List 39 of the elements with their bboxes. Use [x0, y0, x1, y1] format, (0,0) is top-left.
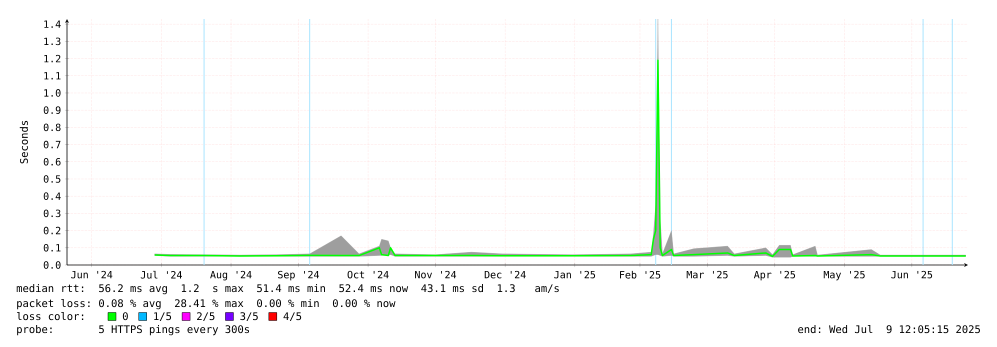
legend-label: 0 — [122, 312, 128, 320]
legend-title: loss color: — [17, 312, 84, 320]
y-tick-label: 0.7 — [44, 140, 60, 148]
y-tick-label: 0.6 — [44, 158, 61, 166]
y-tick-label: 0.8 — [44, 124, 61, 132]
legend-label: 1/5 — [154, 312, 172, 321]
y-tick-label: 0.3 — [44, 210, 60, 218]
x-tick-label: Mar '25 — [686, 270, 728, 278]
x-tick-label: Feb '25 — [620, 270, 660, 279]
y-tick-label: 0.1 — [44, 244, 61, 252]
text: median rtt: 56.2 ms avg 1.2 s max 51.4 ms min 52.4 ms now 43.1 ms sd 1.3 am/s — [16, 284, 559, 294]
x-tick-label: Aug '24 — [210, 270, 252, 280]
y-tick-label: 0.5 — [44, 175, 60, 183]
text: probe: 5 HTTPS pings every 300s — [17, 325, 250, 336]
x-tick-label: Nov '24 — [415, 270, 456, 278]
x-tick-label: Sep '24 — [278, 270, 320, 280]
y-tick-label: 1.2 — [44, 54, 60, 62]
y-tick-label: 1.0 — [44, 89, 61, 97]
y-tick-label: 0.4 — [44, 192, 61, 200]
x-tick-label: Dec '24 — [484, 270, 526, 278]
x-tick-label: Oct '24 — [348, 270, 389, 278]
text: end: Wed Jul 9 12:05:15 2025 — [798, 324, 980, 334]
y-tick-label: 1.1 — [44, 72, 61, 80]
y-tick-label: 1.4 — [44, 20, 61, 28]
legend-label: 2/5 — [197, 312, 214, 321]
y-tick-label: 0.0 — [44, 261, 61, 269]
y-tick-label: 0.2 — [44, 226, 60, 234]
x-tick-label: Apr '25 — [754, 270, 796, 280]
x-tick-label: Jun '24 — [71, 270, 112, 278]
legend-label: 3/5 — [240, 312, 258, 321]
text: packet loss: 0.08 % avg 28.41 % max 0.00 % min 0.00 % now — [17, 298, 396, 310]
y-axis-title: Seconds — [20, 120, 28, 164]
y-tick-label: 1.3 — [44, 38, 60, 46]
y-tick-label: 0.9 — [44, 106, 61, 114]
x-tick-label: May '25 — [824, 270, 865, 280]
x-tick-label: Jun '25 — [891, 270, 932, 278]
legend-label: 4/5 — [284, 312, 302, 321]
x-tick-label: Jan '25 — [554, 270, 596, 278]
x-tick-label: Jul '24 — [140, 270, 182, 279]
